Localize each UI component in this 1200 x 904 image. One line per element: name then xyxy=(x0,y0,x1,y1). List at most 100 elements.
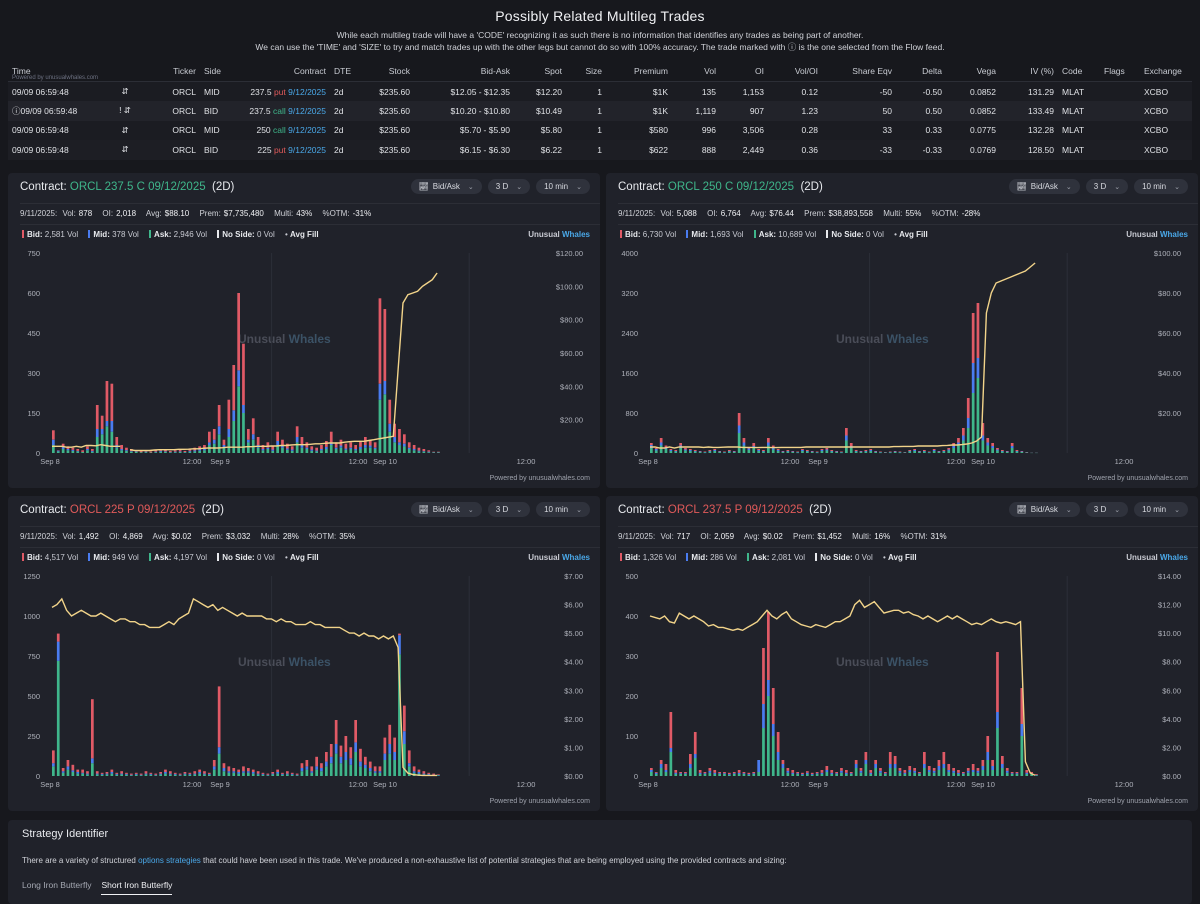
cell-ticker[interactable]: ORCL xyxy=(140,140,200,160)
cell-contract[interactable]: 250 call 9/12/2025 xyxy=(238,120,330,140)
col-bid-ask[interactable]: Bid-Ask xyxy=(414,66,514,82)
legend-bid[interactable]: Bid: 6,730 Vol xyxy=(620,230,676,239)
bar-mid xyxy=(149,773,153,775)
col-stock[interactable]: Stock xyxy=(368,66,414,82)
cell-contract[interactable]: 237.5 call 9/12/2025 xyxy=(238,101,330,121)
table-row[interactable]: 09/09 06:59:48 ⇵ ORCL MID 237.5 put 9/12… xyxy=(8,81,1192,101)
table-row[interactable]: 09/09 06:59:48 ⇵ ORCL BID 225 put 9/12/2… xyxy=(8,140,1192,160)
interval-dropdown[interactable]: 10 min ⌄ xyxy=(536,179,590,194)
bar-bid xyxy=(154,450,158,452)
legend-no-side[interactable]: No Side: 0 Vol xyxy=(217,553,275,562)
col-flags[interactable]: Flags xyxy=(1100,66,1140,82)
mode-dropdown[interactable]: 📈︎ Bid/Ask ⌄ xyxy=(410,502,482,517)
mode-dropdown[interactable]: 📈︎ Bid/Ask ⌄ xyxy=(1008,502,1080,517)
bar-ask xyxy=(884,774,887,776)
interval-dropdown[interactable]: 10 min ⌄ xyxy=(536,502,590,517)
bar-bid xyxy=(757,449,760,450)
cell-iv: 132.28 xyxy=(1000,120,1058,140)
legend-no-side[interactable]: No Side: 0 Vol xyxy=(815,553,873,562)
legend-bid[interactable]: Bid: 4,517 Vol xyxy=(22,553,78,562)
col-vol-oi[interactable]: Vol/OI xyxy=(768,66,822,82)
range-dropdown[interactable]: 3 D ⌄ xyxy=(487,179,531,194)
cell-contract[interactable]: 237.5 put 9/12/2025 xyxy=(238,81,330,101)
col-oi[interactable]: OI xyxy=(720,66,768,82)
mode-dropdown[interactable]: 📈︎ Bid/Ask ⌄ xyxy=(410,179,482,194)
range-dropdown[interactable]: 3 D ⌄ xyxy=(1085,179,1129,194)
cell-spot: $5.80 xyxy=(514,120,566,140)
cell-vega: 0.0769 xyxy=(946,140,1000,160)
bar-ask xyxy=(66,769,70,776)
interval-dropdown[interactable]: 10 min ⌄ xyxy=(1134,502,1188,517)
bar-bid xyxy=(373,442,377,448)
legend-mid[interactable]: Mid: 378 Vol xyxy=(88,230,139,239)
col-time[interactable]: Time Powered by unusualwhales.com xyxy=(8,66,110,82)
legend-no-side[interactable]: No Side: 0 Vol xyxy=(217,230,275,239)
cell-contract[interactable]: 225 put 9/12/2025 xyxy=(238,140,330,160)
bar-ask xyxy=(888,768,892,776)
legend-mid[interactable]: Mid: 949 Vol xyxy=(88,553,139,562)
table-row[interactable]: ⓘ09/09 06:59:48 ! ⇵ ORCL BID 237.5 call … xyxy=(8,101,1192,121)
legend-avg-fill[interactable]: • Avg Fill xyxy=(284,553,319,562)
legend-avg-fill[interactable]: • Avg Fill xyxy=(284,230,319,239)
bar-mid xyxy=(130,451,133,452)
tab-short-iron-butterfly[interactable]: Short Iron Butterfly xyxy=(101,880,173,895)
tab-long-iron-butterfly[interactable]: Long Iron Butterfly xyxy=(22,880,92,890)
legend-ask[interactable]: Ask: 2,081 Vol xyxy=(747,553,805,562)
contract-name[interactable]: ORCL 237.5 P 09/12/2025 xyxy=(667,504,803,516)
range-dropdown[interactable]: 3 D ⌄ xyxy=(487,502,531,517)
bar-mid xyxy=(932,450,936,451)
contract-name[interactable]: ORCL 225 P 09/12/2025 xyxy=(69,504,196,516)
col-vol[interactable]: Vol xyxy=(672,66,720,82)
cell-ticker[interactable]: ORCL xyxy=(140,101,200,121)
col-premium[interactable]: Premium xyxy=(606,66,672,82)
table-row[interactable]: 09/09 06:59:48 ⇵ ORCL MID 250 call 9/12/… xyxy=(8,120,1192,140)
legend-no-side[interactable]: No Side: 0 Vol xyxy=(826,230,884,239)
options-strategies-link[interactable]: options strategies xyxy=(138,856,201,865)
interval-dropdown[interactable]: 10 min ⌄ xyxy=(1134,179,1188,194)
bar-ask xyxy=(300,771,304,776)
bar-mid xyxy=(300,445,304,448)
range-dropdown[interactable]: 3 D ⌄ xyxy=(1085,502,1129,517)
legend-mid[interactable]: Mid: 286 Vol xyxy=(686,553,737,562)
legend-ask[interactable]: Ask: 10,689 Vol xyxy=(753,230,816,239)
legend-bid[interactable]: Bid: 1,326 Vol xyxy=(620,553,676,562)
cell-ticker[interactable]: ORCL xyxy=(140,81,200,101)
col-vega[interactable]: Vega xyxy=(946,66,1000,82)
col-spot[interactable]: Spot xyxy=(514,66,566,82)
x-tick-label: Sep 10 xyxy=(373,457,397,466)
volume-chart[interactable]: Unusual Whales 0 800 1600 2400 3200 4000 $20.00… xyxy=(606,245,1198,475)
cell-ticker[interactable]: ORCL xyxy=(140,120,200,140)
col-exchange[interactable]: Exchange xyxy=(1140,66,1192,82)
legend-bid[interactable]: Bid: 2,581 Vol xyxy=(22,230,78,239)
legend-ask[interactable]: Ask: 2,946 Vol xyxy=(149,230,207,239)
bar-bid xyxy=(422,771,426,774)
col-dte[interactable]: DTE xyxy=(330,66,368,82)
col-ticker[interactable]: Ticker xyxy=(140,66,200,82)
bar-bid xyxy=(173,450,177,452)
cell-oi: 907 xyxy=(720,101,768,121)
volume-chart[interactable]: Unusual Whales 0 100 200 300 400 500 $0.00 $2.00… xyxy=(606,568,1198,798)
col-contract[interactable]: Contract xyxy=(238,66,330,82)
col-share-eqv[interactable]: Share Eqv xyxy=(822,66,896,82)
legend-mid[interactable]: Mid: 1,693 Vol xyxy=(686,230,743,239)
volume-chart[interactable]: Unusual Whales 0 250 500 750 1000 1250 $0.00 $1.… xyxy=(8,568,600,798)
legend-ask[interactable]: Ask: 4,197 Vol xyxy=(149,553,207,562)
col-iv[interactable]: IV (%) xyxy=(1000,66,1058,82)
bar-bid xyxy=(971,764,975,770)
col-size[interactable]: Size xyxy=(566,66,606,82)
cell-vol-oi: 0.12 xyxy=(768,81,822,101)
bar-mid xyxy=(339,756,343,764)
col-side[interactable]: Side xyxy=(200,66,238,82)
legend-avg-fill[interactable]: • Avg Fill xyxy=(894,230,928,239)
volume-chart[interactable]: Unusual Whales 0 150 300 450 600 750 $20.00 $40.… xyxy=(8,245,600,475)
bar-mid xyxy=(825,770,829,772)
bar-bid xyxy=(427,772,431,774)
legend-avg-fill[interactable]: • Avg Fill xyxy=(882,553,917,562)
contract-name[interactable]: ORCL 237.5 C 09/12/2025 xyxy=(69,181,206,193)
chart-mode-icon: 📈︎ xyxy=(418,182,429,191)
bar-mid xyxy=(986,752,990,760)
col-code[interactable]: Code xyxy=(1058,66,1100,82)
contract-name[interactable]: ORCL 250 C 09/12/2025 xyxy=(667,181,795,193)
col-delta[interactable]: Delta xyxy=(896,66,946,82)
mode-dropdown[interactable]: 📈︎ Bid/Ask ⌄ xyxy=(1008,179,1080,194)
